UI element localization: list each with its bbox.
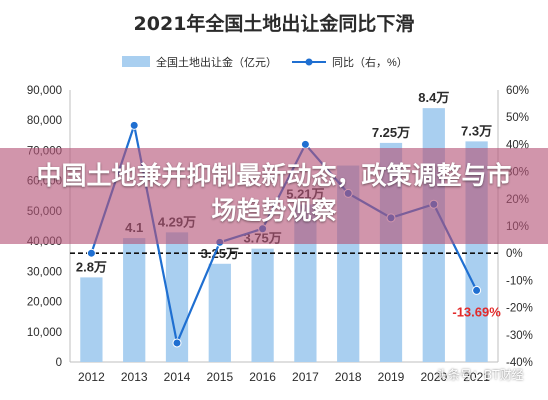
x-axis-tick-label: 2021: [463, 370, 490, 384]
right-axis-tick-label: 50%: [506, 112, 529, 124]
bar: [208, 263, 231, 362]
bar: [80, 277, 103, 362]
legend-label-bars: 全国土地出让金（亿元）: [156, 55, 277, 69]
x-axis-tick-label: 2018: [335, 370, 362, 384]
right-axis-tick-label: -10%: [506, 275, 533, 287]
yoy-point: [86, 248, 96, 258]
bar-data-label: 3.25万: [201, 246, 239, 261]
legend-marker-line: [305, 58, 313, 66]
right-axis-tick-label: -40%: [506, 357, 533, 369]
x-axis-tick-label: 2019: [378, 370, 405, 384]
left-axis-tick-label: 80,000: [27, 115, 62, 127]
left-axis-tick-label: 90,000: [27, 85, 62, 97]
left-axis-tick-label: 0: [56, 357, 62, 369]
bar-data-label: 7.25万: [372, 125, 410, 140]
headline-text: 中国土地兼并抑制最新动态，政策调整与市场趋势观察: [36, 161, 512, 225]
yoy-data-label: -13.69%: [452, 304, 501, 319]
headline-banner: [0, 148, 548, 244]
bar: [251, 248, 274, 362]
right-axis-tick-label: 0%: [506, 248, 523, 260]
yoy-point: [129, 120, 139, 130]
x-axis-tick-label: 2017: [292, 370, 319, 384]
bar-data-label: 8.4万: [418, 90, 449, 105]
right-axis-tick-label: -20%: [506, 303, 533, 315]
left-axis-tick-label: 20,000: [27, 297, 62, 309]
x-axis-tick-label: 2014: [164, 370, 191, 384]
yoy-point: [472, 285, 482, 295]
yoy-point: [172, 338, 182, 348]
chart-title: 2021年全国土地出让金同比下滑: [134, 12, 415, 35]
x-axis-tick-label: 2013: [121, 370, 148, 384]
bar-data-label: 2.8万: [76, 259, 107, 274]
x-axis-tick-label: 2015: [206, 370, 233, 384]
legend-swatch-bars: [122, 56, 150, 67]
right-axis-tick-label: -30%: [506, 330, 533, 342]
x-axis-tick-label: 2012: [78, 370, 105, 384]
legend-label-line: 同比（右，%）: [332, 55, 408, 69]
left-axis-tick-label: 10,000: [27, 327, 62, 339]
bar-data-label: 7.3万: [461, 123, 492, 138]
watermark: 头条号：BT财经: [436, 368, 524, 382]
x-axis-tick-label: 2016: [249, 370, 276, 384]
right-axis-tick-label: 60%: [506, 85, 529, 97]
left-axis-tick-label: 30,000: [27, 266, 62, 278]
x-axis-tick-label: 2020: [420, 370, 447, 384]
bar: [123, 238, 146, 362]
